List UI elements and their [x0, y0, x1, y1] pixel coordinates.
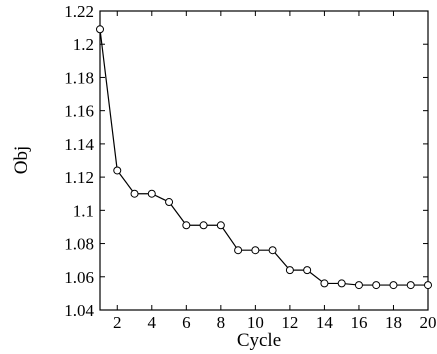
x-tick-label: 18: [385, 313, 402, 332]
x-tick-label: 8: [217, 313, 226, 332]
data-point-marker: [372, 281, 381, 290]
data-point-marker: [147, 189, 156, 198]
data-point-marker: [234, 246, 243, 255]
data-point-marker: [96, 25, 104, 34]
y-tick-label: 1.18: [64, 68, 94, 87]
y-tick-label: 1.1: [73, 201, 94, 220]
data-point-marker: [285, 266, 294, 275]
data-point-marker: [389, 281, 398, 290]
x-tick-label: 12: [281, 313, 298, 332]
data-point-marker: [216, 221, 225, 230]
series-line: [99, 29, 428, 286]
x-tick-label: 20: [420, 313, 437, 332]
y-tick-label: 1.12: [64, 168, 94, 187]
x-tick-label: 4: [148, 313, 157, 332]
x-tick-label: 2: [113, 313, 122, 332]
x-tick-label: 10: [247, 313, 264, 332]
data-point-marker: [268, 246, 277, 255]
data-point-marker: [406, 281, 415, 290]
y-tick-label: 1.04: [64, 301, 94, 320]
x-axis-ticks: 2 4 6 8 10 12 14 16 18 20: [113, 11, 437, 332]
y-tick-label: 1.16: [64, 102, 94, 121]
y-axis-title: Obj: [11, 146, 32, 175]
y-tick-label: 1.22: [64, 2, 94, 21]
data-point-marker: [424, 281, 432, 290]
y-tick-label: 1.14: [64, 135, 94, 154]
x-axis-title: Cycle: [237, 330, 281, 351]
data-point-marker: [320, 279, 329, 288]
series-markers: [96, 25, 432, 290]
data-point-marker: [303, 266, 312, 275]
y-tick-label: 1.2: [73, 35, 94, 54]
x-tick-label: 14: [316, 313, 334, 332]
x-tick-label: 16: [350, 313, 367, 332]
data-point-marker: [165, 198, 174, 207]
data-point-marker: [251, 246, 260, 255]
y-tick-label: 1.08: [64, 235, 94, 254]
plot-area-frame: [99, 10, 429, 311]
data-point-marker: [354, 281, 363, 290]
y-axis-ticks: 1.04 1.06 1.08 1.1 1.12 1.14 1.16 1.18 1.2 1.22: [64, 2, 428, 320]
y-tick-label: 1.06: [64, 268, 94, 287]
data-point-marker: [113, 166, 122, 175]
x-tick-label: 6: [182, 313, 191, 332]
data-point-marker: [337, 279, 346, 288]
data-point-marker: [130, 189, 139, 198]
data-point-marker: [199, 221, 208, 230]
data-point-marker: [182, 221, 191, 230]
